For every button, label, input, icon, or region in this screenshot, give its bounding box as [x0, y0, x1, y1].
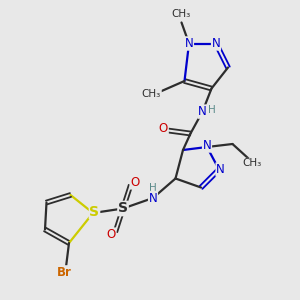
Text: H: H [149, 183, 157, 194]
Text: Br: Br [57, 266, 72, 279]
Text: N: N [212, 37, 220, 50]
Text: N: N [202, 139, 211, 152]
Text: O: O [159, 122, 168, 136]
Text: CH₃: CH₃ [142, 89, 161, 100]
Text: CH₃: CH₃ [172, 9, 191, 19]
Text: CH₃: CH₃ [242, 158, 262, 169]
Text: N: N [148, 191, 158, 205]
Text: N: N [184, 37, 194, 50]
Text: S: S [89, 205, 100, 218]
Text: S: S [118, 202, 128, 215]
Text: H: H [208, 105, 215, 115]
Text: N: N [198, 105, 207, 118]
Text: O: O [130, 176, 140, 189]
Text: O: O [106, 228, 116, 241]
Text: N: N [216, 163, 225, 176]
